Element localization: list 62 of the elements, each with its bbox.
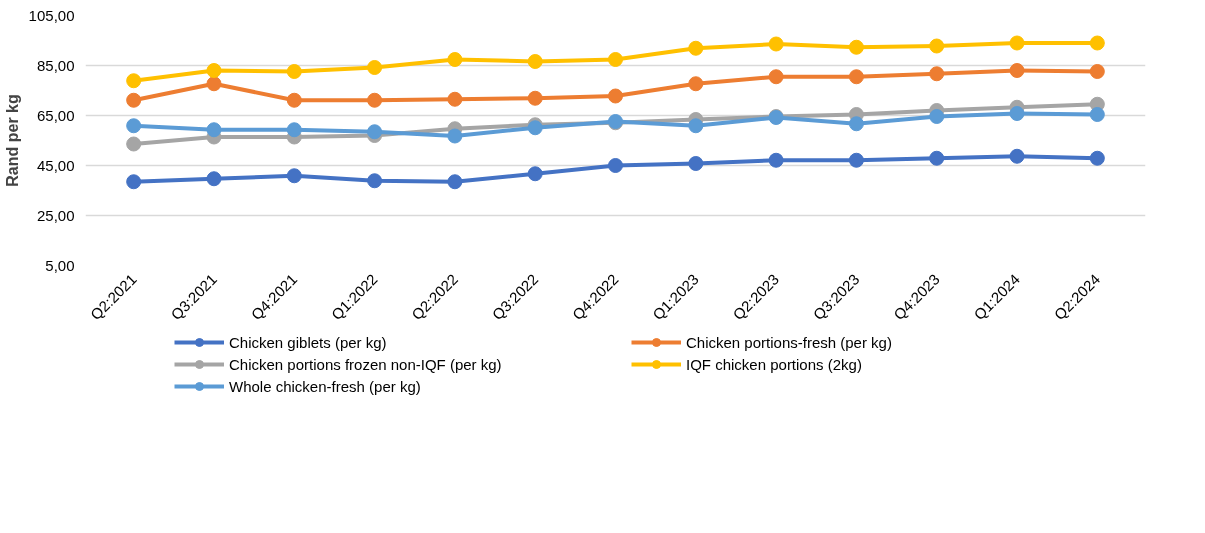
y-tick-label: 65,00 — [36, 106, 75, 124]
point — [447, 91, 463, 107]
point — [447, 174, 463, 190]
point — [929, 109, 945, 124]
point — [1089, 64, 1105, 79]
point — [286, 92, 302, 108]
point — [929, 66, 945, 82]
point — [206, 63, 222, 78]
point — [848, 152, 864, 168]
point — [367, 173, 383, 189]
point — [1009, 35, 1025, 51]
point — [126, 174, 142, 190]
point — [1009, 106, 1025, 121]
point — [367, 60, 383, 75]
point — [768, 69, 784, 85]
point — [688, 40, 704, 56]
y-tick-label: 5,00 — [45, 256, 75, 274]
point — [286, 122, 302, 138]
point — [929, 38, 945, 54]
y-tick-label: 25,00 — [36, 206, 75, 224]
point — [1009, 63, 1025, 78]
point — [126, 92, 142, 108]
point — [286, 64, 302, 79]
point — [126, 118, 142, 134]
legend-label: IQF chicken portions (2kg) — [686, 355, 863, 373]
point — [447, 52, 463, 67]
y-axis-title: Rand per kg — [3, 94, 21, 187]
point — [768, 36, 784, 52]
point — [447, 128, 463, 144]
point — [608, 158, 623, 173]
point — [206, 171, 222, 187]
point — [608, 52, 623, 67]
legend-label: Whole chicken-fresh (per kg) — [229, 377, 422, 395]
y-tick-label: 85,00 — [36, 56, 75, 74]
point — [206, 76, 222, 92]
legend-label: Chicken portions frozen non-IQF (per kg) — [229, 355, 503, 373]
point — [1089, 107, 1105, 122]
point — [848, 39, 864, 55]
point — [527, 166, 543, 182]
point — [929, 150, 945, 166]
point — [688, 118, 704, 134]
point — [688, 76, 704, 92]
point — [608, 88, 623, 104]
point — [848, 116, 864, 132]
y-tick-label: 45,00 — [36, 156, 75, 174]
y-tick-label: 105,00 — [28, 6, 75, 24]
point — [1089, 150, 1105, 166]
point — [126, 136, 142, 152]
point — [286, 168, 302, 184]
point — [126, 73, 142, 89]
point — [367, 92, 383, 108]
point — [527, 54, 543, 69]
legend-label: Chicken portions-fresh (per kg) — [686, 333, 893, 351]
legend-label: Chicken giblets (per kg) — [229, 333, 388, 351]
point — [688, 156, 704, 171]
point — [1089, 35, 1105, 51]
point — [367, 124, 383, 140]
point — [848, 69, 864, 85]
point — [768, 152, 784, 168]
point — [206, 122, 222, 138]
point — [1009, 148, 1025, 164]
point — [527, 90, 543, 106]
